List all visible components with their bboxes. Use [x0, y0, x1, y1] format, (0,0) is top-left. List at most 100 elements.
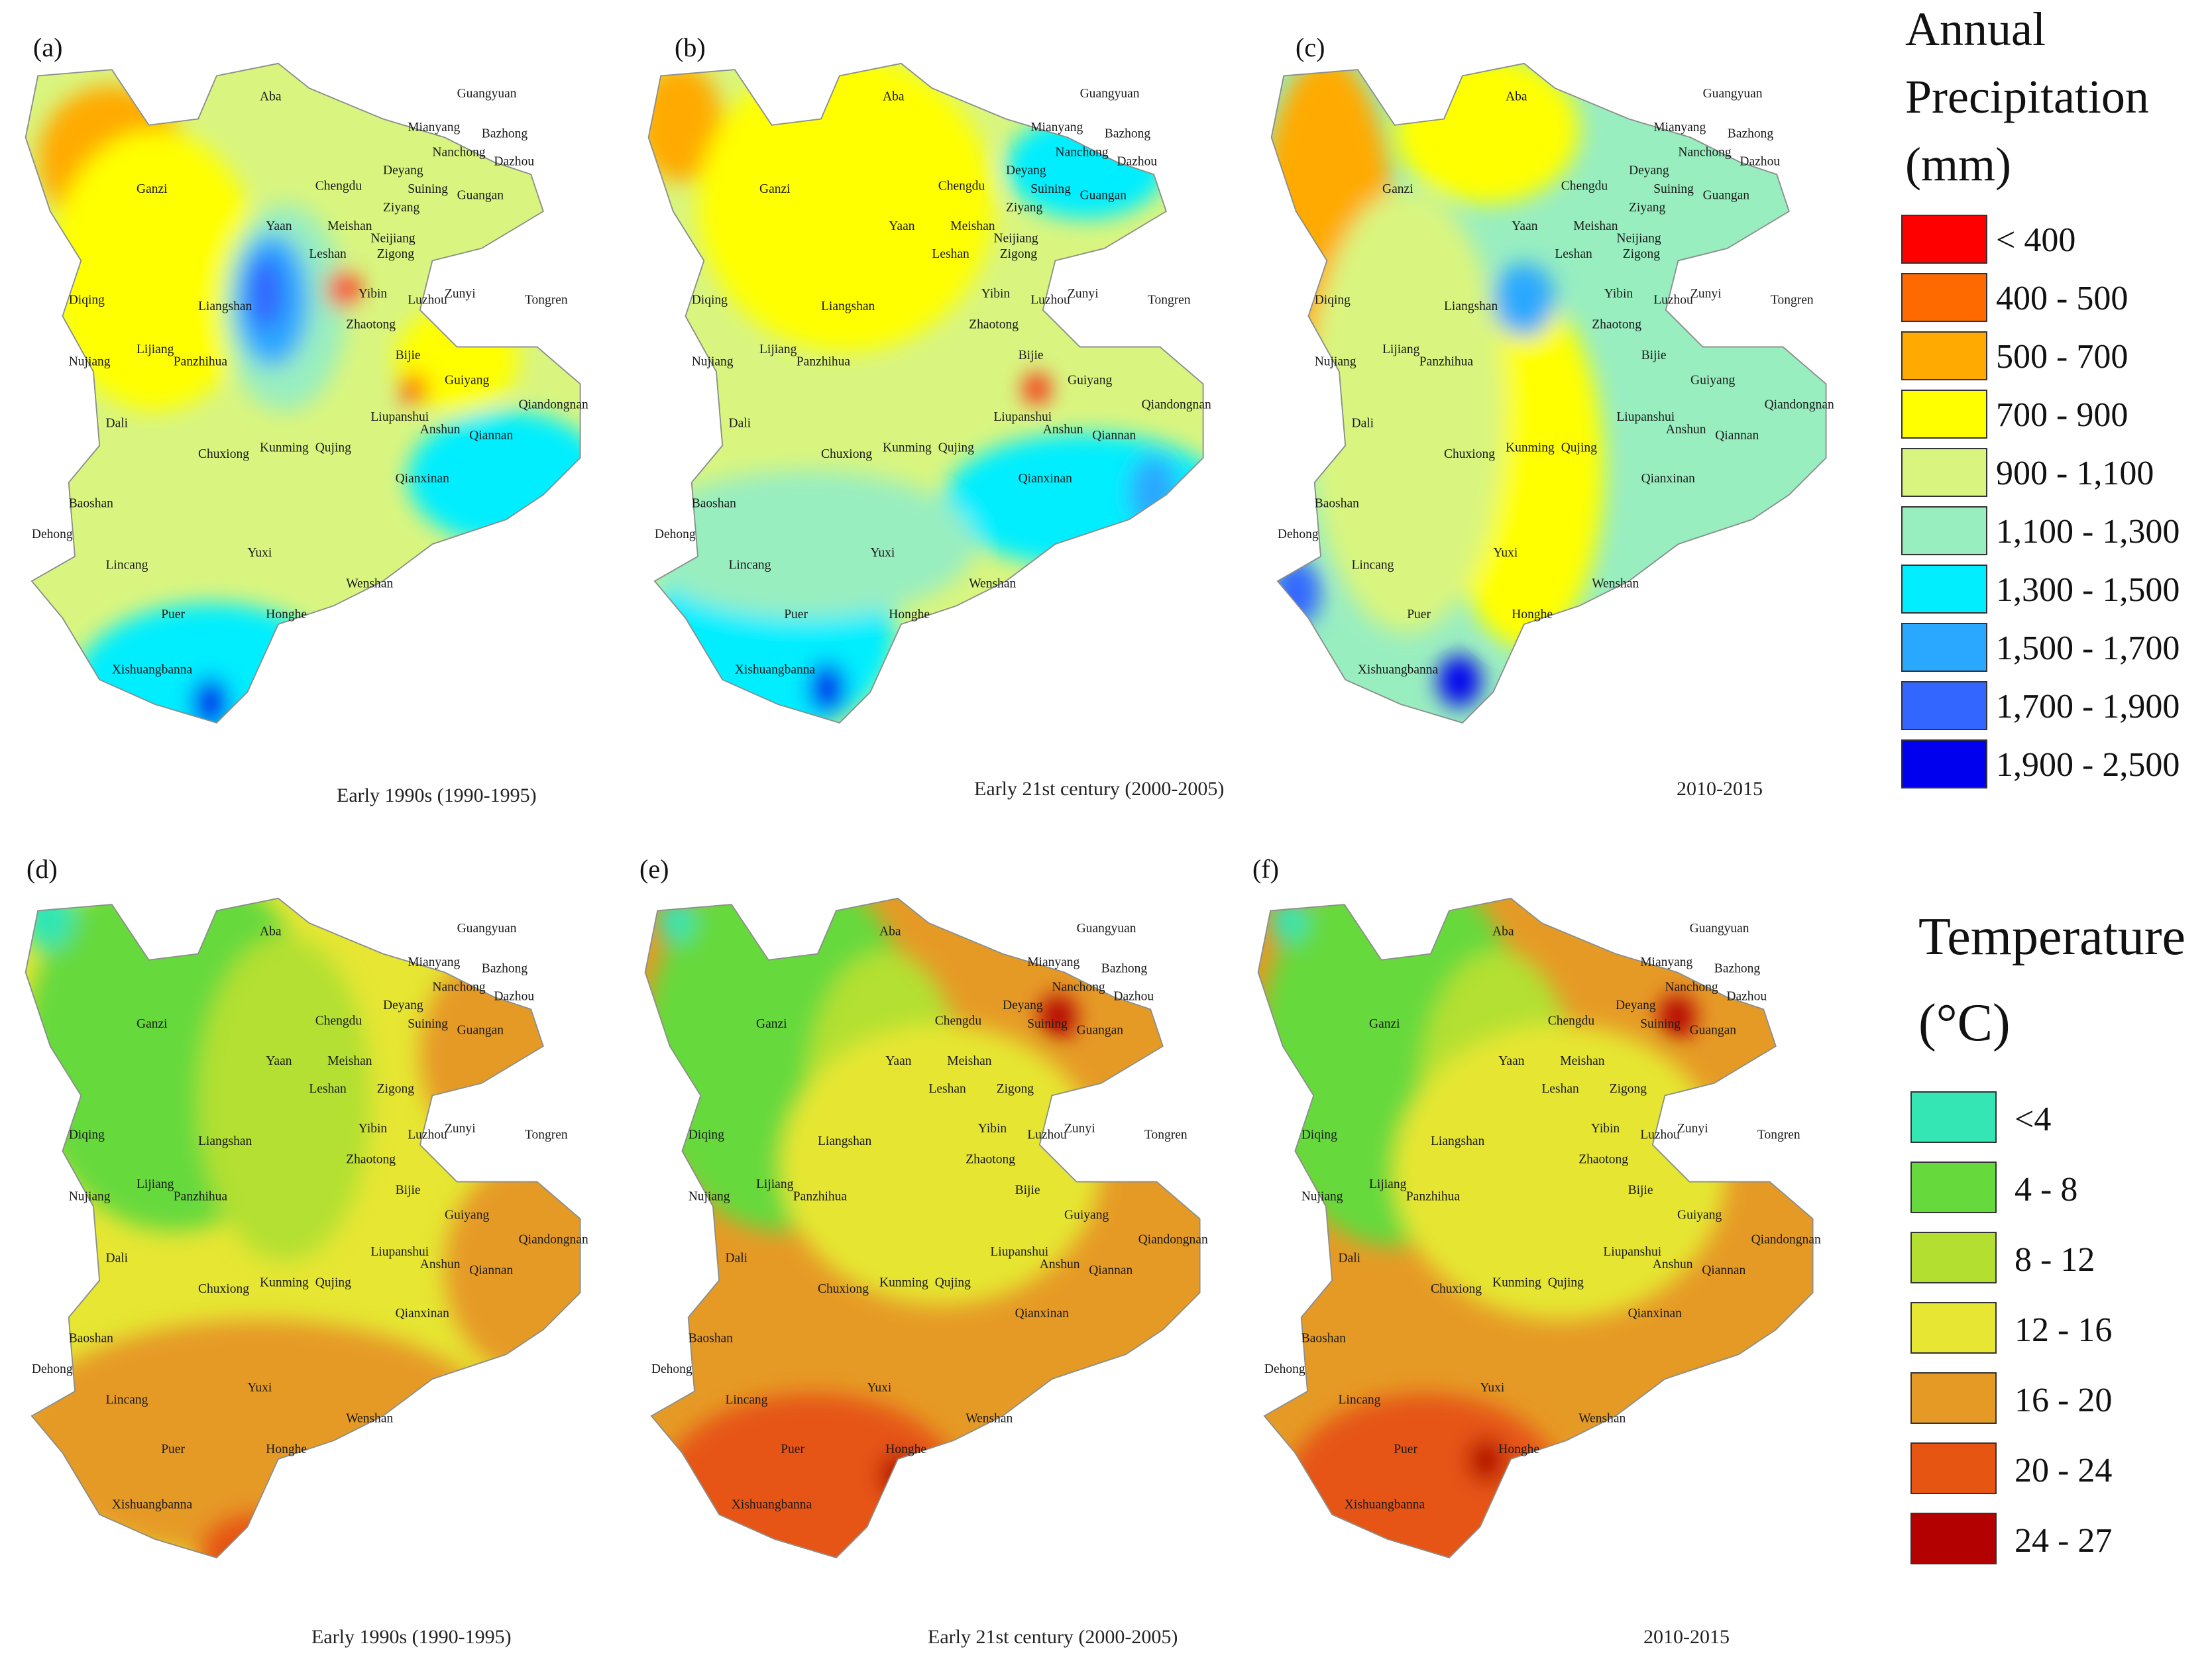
city-label-leshan: Leshan — [309, 1082, 347, 1096]
city-label-guangyuan: Guangyuan — [1703, 87, 1763, 101]
panel-a-caption: Early 1990s (1990-1995) — [337, 785, 537, 806]
city-label-chengdu: Chengdu — [935, 1014, 982, 1028]
panel-e-zone-6 — [657, 898, 694, 943]
city-label-meishan: Meishan — [947, 1054, 991, 1068]
panel-d-caption: Early 1990s (1990-1995) — [311, 1626, 512, 1648]
temperature-legend-title-line-1: Temperature — [1918, 908, 2185, 966]
city-label-qiandongnan: Qiandongnan — [1751, 1233, 1821, 1247]
city-label-qianxinan: Qianxinan — [1019, 472, 1073, 486]
city-label-meishan: Meishan — [1573, 219, 1618, 233]
city-label-nanchong: Nanchong — [1665, 980, 1718, 994]
city-label-liangshan: Liangshan — [198, 299, 252, 313]
city-label-baoshan: Baoshan — [1315, 496, 1359, 510]
city-label-wenshan: Wenshan — [346, 576, 393, 590]
city-label-dehong: Dehong — [1264, 1362, 1305, 1376]
temperature-legend-swatch-2 — [1910, 1232, 1997, 1283]
city-label-lincang: Lincang — [106, 558, 148, 572]
city-label-chuxiong: Chuxiong — [198, 1282, 249, 1296]
city-label-qiandongnan: Qiandongnan — [1142, 398, 1211, 412]
city-label-zhaotong: Zhaotong — [1592, 318, 1641, 332]
city-label-ganzi: Ganzi — [1382, 182, 1413, 196]
panel-f-letter: (f) — [1252, 854, 1279, 884]
precipitation-legend-swatch-7 — [1901, 623, 1987, 672]
temperature-legend-title-line-2: (°C) — [1918, 994, 2011, 1052]
city-label-kunming: Kunming — [883, 441, 932, 455]
panel-e-zone-2 — [781, 1024, 1101, 1305]
precipitation-legend-swatch-6 — [1901, 565, 1987, 614]
city-label-bijie: Bijie — [396, 1183, 421, 1197]
city-label-guangyuan: Guangyuan — [1690, 922, 1749, 936]
city-label-dali: Dali — [729, 417, 751, 431]
city-label-puer: Puer — [781, 1442, 804, 1456]
city-label-guiyang: Guiyang — [1068, 373, 1112, 387]
city-label-yuxi: Yuxi — [1480, 1381, 1504, 1395]
city-label-dehong: Dehong — [655, 527, 696, 541]
city-label-suining: Suining — [408, 1017, 448, 1031]
city-label-qiannan: Qiannan — [1702, 1264, 1745, 1277]
precipitation-legend-label-4: 900 - 1,100 — [1996, 455, 2154, 492]
city-label-baoshan: Baoshan — [1301, 1331, 1346, 1345]
city-label-meishan: Meishan — [1560, 1054, 1604, 1068]
city-label-zhaotong: Zhaotong — [966, 1153, 1015, 1167]
city-label-aba: Aba — [260, 925, 282, 939]
city-label-qiannan: Qiannan — [1089, 1264, 1133, 1277]
panel-a-zone-7 — [247, 255, 285, 330]
city-label-baoshan: Baoshan — [69, 496, 113, 510]
city-label-chuxiong: Chuxiong — [1431, 1282, 1482, 1296]
city-label-mianyang: Mianyang — [1027, 955, 1079, 969]
city-label-zigong: Zigong — [1610, 1082, 1647, 1096]
city-label-guangyuan: Guangyuan — [1077, 922, 1136, 936]
city-label-suining: Suining — [408, 182, 448, 196]
panel-c-caption: 2010-2015 — [1677, 778, 1763, 800]
city-label-ziyang: Ziyang — [1629, 201, 1666, 215]
precipitation-legend-title-line-2: Precipitation — [1905, 70, 2149, 123]
city-label-yaan: Yaan — [1512, 219, 1537, 233]
city-label-lincang: Lincang — [106, 1393, 148, 1407]
city-label-lincang: Lincang — [1352, 558, 1394, 572]
city-label-luzhou: Luzhou — [1030, 294, 1070, 307]
city-label-puer: Puer — [784, 608, 808, 622]
city-label-bazhong: Bazhong — [1714, 961, 1761, 975]
temperature-legend-label-6: 24 - 27 — [2015, 1522, 2112, 1560]
city-label-qujing: Qujing — [1561, 441, 1597, 455]
panel-b-outline — [647, 62, 1204, 724]
panel-c-zone-4 — [1493, 263, 1555, 337]
city-label-zigong: Zigong — [377, 247, 415, 261]
temperature-legend-swatch-5 — [1910, 1442, 1997, 1494]
panel-b-zone-6 — [1129, 455, 1179, 529]
temperature-legend-label-2: 8 - 12 — [2015, 1241, 2095, 1279]
city-label-dehong: Dehong — [651, 1362, 692, 1376]
city-label-nanchong: Nanchong — [432, 980, 485, 994]
city-label-zunyi: Zunyi — [445, 287, 476, 301]
city-label-luzhou: Luzhou — [408, 1128, 447, 1142]
city-label-deyang: Deyang — [1003, 999, 1043, 1012]
city-label-liangshan: Liangshan — [821, 299, 875, 313]
panel-b-zone-7 — [808, 662, 846, 714]
panel-d-zone-1 — [198, 935, 371, 1261]
city-label-zunyi: Zunyi — [445, 1122, 476, 1136]
city-label-kunming: Kunming — [1506, 441, 1555, 455]
city-label-bijie: Bijie — [1015, 1183, 1040, 1197]
precipitation-legend-label-8: 1,700 - 1,900 — [1996, 688, 2180, 726]
city-label-bazhong: Bazhong — [1728, 127, 1774, 140]
city-label-aba: Aba — [1492, 925, 1514, 939]
city-label-mianyang: Mianyang — [1640, 955, 1692, 969]
precipitation-legend-label-5: 1,100 - 1,300 — [1996, 513, 2180, 551]
city-label-dazhou: Dazhou — [1740, 154, 1780, 168]
city-label-xishuangbanna: Xishuangbanna — [112, 663, 193, 677]
city-label-nujiang: Nujiang — [1301, 1190, 1343, 1204]
city-label-honghe: Honghe — [885, 1442, 926, 1456]
city-label-ganzi: Ganzi — [137, 182, 168, 196]
precipitation-legend-label-7: 1,500 - 1,700 — [1996, 629, 2180, 667]
city-label-qiannan: Qiannan — [1092, 429, 1136, 443]
city-label-mianyang: Mianyang — [408, 121, 460, 135]
panel-c-precipitation-2010s: Aba Guangyuan Mianyang Bazhong Nanchong Dazho… — [1270, 62, 1834, 724]
city-label-chuxiong: Chuxiong — [198, 447, 249, 461]
city-label-diqing: Diqing — [1301, 1128, 1337, 1142]
city-label-dazhou: Dazhou — [494, 154, 534, 168]
city-label-qiannan: Qiannan — [1715, 429, 1759, 443]
city-label-dehong: Dehong — [32, 527, 73, 541]
city-label-lijiang: Lijiang — [756, 1177, 794, 1191]
city-label-xishuangbanna: Xishuangbanna — [112, 1498, 193, 1512]
